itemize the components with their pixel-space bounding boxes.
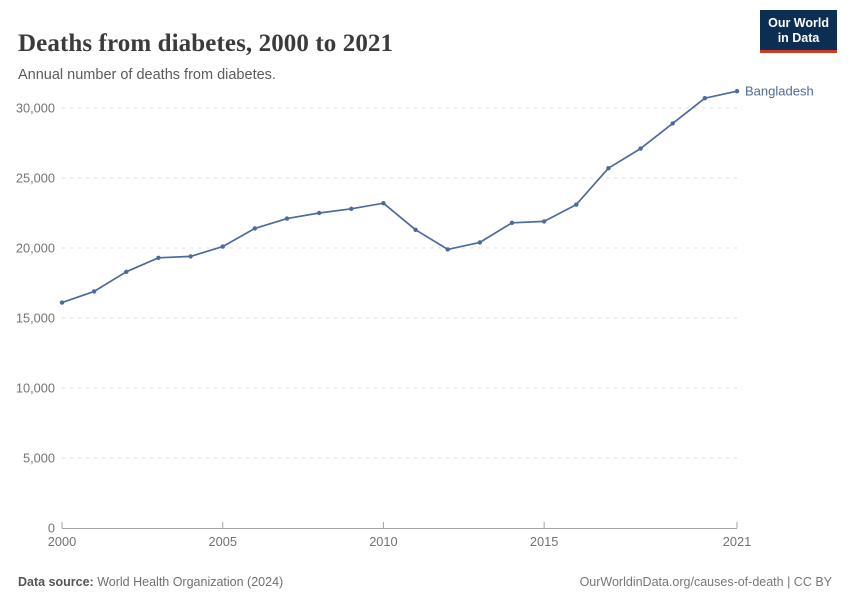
data-point xyxy=(220,244,225,249)
y-tick-label: 5,000 xyxy=(23,451,55,466)
data-point xyxy=(156,255,161,260)
x-tick-label: 2015 xyxy=(530,534,558,549)
data-point xyxy=(638,146,643,151)
data-point xyxy=(541,219,547,224)
y-tick-label: 0 xyxy=(48,521,55,536)
y-tick-label: 20,000 xyxy=(16,241,55,256)
data-source-value: World Health Organization (2024) xyxy=(97,575,284,589)
data-point xyxy=(702,96,708,101)
data-point xyxy=(349,206,354,211)
x-tick-label: 2021 xyxy=(723,534,751,549)
x-tick-label: 2010 xyxy=(369,534,397,549)
data-point xyxy=(734,89,740,94)
y-tick-label: 15,000 xyxy=(16,311,55,326)
page-footer: Data source: World Health Organization (… xyxy=(18,575,832,589)
owid-logo-line1: Our World xyxy=(768,16,829,30)
data-point xyxy=(124,269,129,274)
entity-label[interactable]: Bangladesh xyxy=(745,84,814,99)
y-tick-label: 30,000 xyxy=(16,101,55,116)
data-point xyxy=(509,220,515,225)
y-tick-label: 10,000 xyxy=(16,381,55,396)
chart-subtitle: Annual number of deaths from diabetes. xyxy=(18,66,276,83)
page-title: Deaths from diabetes, 2000 to 2021 xyxy=(18,29,394,57)
data-point xyxy=(574,202,579,207)
data-point xyxy=(188,254,193,259)
y-tick-label: 25,000 xyxy=(16,171,55,186)
x-tick-label: 2000 xyxy=(48,534,76,549)
data-point xyxy=(477,240,483,245)
x-tick-label: 2005 xyxy=(208,534,236,549)
data-point xyxy=(252,226,258,231)
data-point xyxy=(413,227,418,232)
owid-logo-line2: in Data xyxy=(777,30,820,45)
attribution-link[interactable]: OurWorldinData.org/causes-of-death | CC … xyxy=(579,575,832,589)
data-point xyxy=(381,201,386,206)
data-point xyxy=(670,121,675,126)
series-line xyxy=(61,90,738,304)
data-point xyxy=(316,210,322,216)
data-source: Data source: World Health Organization (… xyxy=(18,575,283,589)
owid-logo[interactable]: Our World in Data xyxy=(760,10,837,53)
data-point xyxy=(445,247,450,252)
data-source-label: Data source: xyxy=(18,575,94,589)
data-point xyxy=(59,300,65,305)
data-point xyxy=(606,166,611,171)
data-point xyxy=(284,216,290,221)
data-point xyxy=(91,289,97,294)
